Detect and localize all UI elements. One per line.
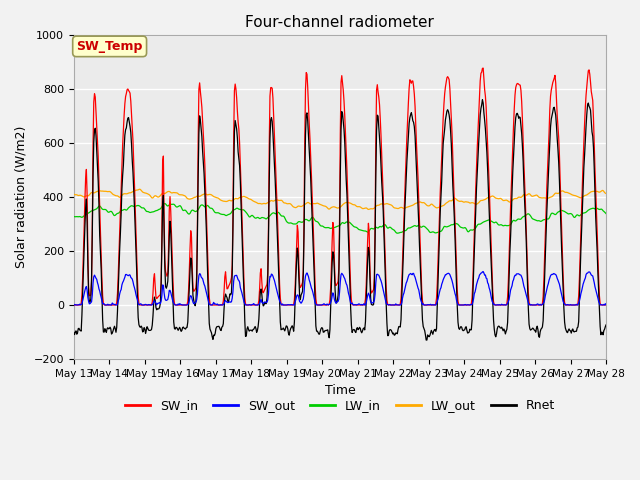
Title: Four-channel radiometer: Four-channel radiometer [246,15,435,30]
Y-axis label: Solar radiation (W/m2): Solar radiation (W/m2) [15,126,28,268]
Text: SW_Temp: SW_Temp [76,40,143,53]
Legend: SW_in, SW_out, LW_in, LW_out, Rnet: SW_in, SW_out, LW_in, LW_out, Rnet [120,395,560,418]
X-axis label: Time: Time [324,384,355,397]
